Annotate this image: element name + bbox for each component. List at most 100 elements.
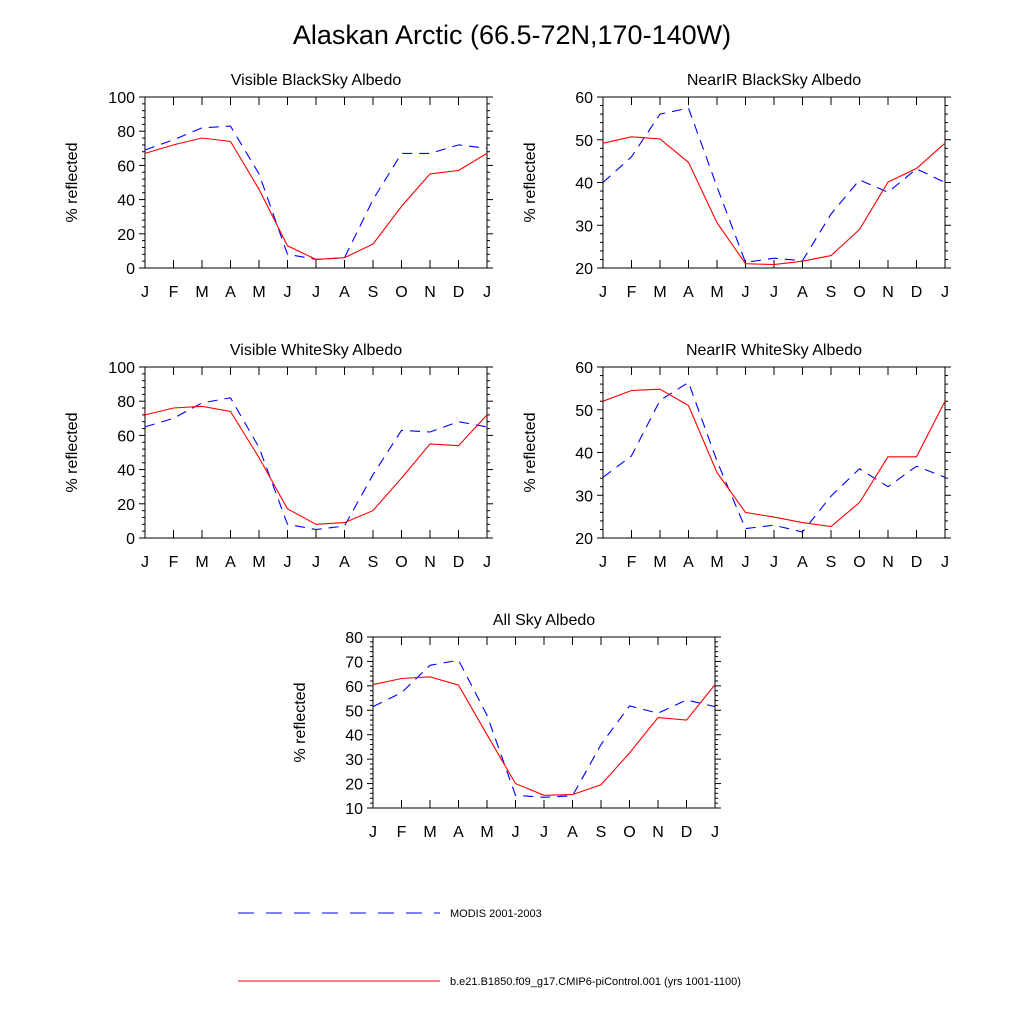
x-tick-label: J [284, 284, 292, 301]
panel-title: Visible BlackSky Albedo [231, 72, 402, 89]
x-tick-label: N [882, 284, 894, 301]
y-axis-label: % reflected [64, 142, 81, 222]
x-tick-label: J [141, 284, 149, 301]
y-axis-label: % reflected [64, 412, 81, 492]
panel-title: Visible WhiteSky Albedo [230, 342, 402, 359]
x-tick-label: O [623, 824, 635, 841]
x-tick-label: M [710, 284, 723, 301]
x-tick-label: O [853, 554, 865, 571]
series-line-modis [144, 125, 488, 260]
x-tick-label: N [882, 554, 894, 571]
y-tick-label: 0 [126, 261, 135, 278]
x-tick-label: A [797, 284, 808, 301]
x-tick-label: O [853, 284, 865, 301]
x-tick-label: J [284, 554, 292, 571]
x-tick-label: F [627, 284, 637, 301]
y-tick-label: 40 [575, 176, 593, 193]
series-line-modis [602, 381, 946, 533]
x-tick-label: D [453, 554, 465, 571]
x-tick-label: A [567, 824, 578, 841]
y-tick-label: 60 [117, 428, 135, 445]
y-tick-label: 20 [575, 531, 593, 548]
legend-label-modis: MODIS 2001-2003 [450, 908, 542, 920]
x-tick-label: D [453, 284, 465, 301]
x-tick-label: J [483, 554, 491, 571]
figure-title: Alaskan Arctic (66.5-72N,170-140W) [292, 20, 732, 50]
x-tick-label: M [195, 284, 208, 301]
y-tick-label: 40 [117, 193, 135, 210]
plot-frame [372, 636, 716, 809]
plot-frame [144, 96, 488, 269]
x-tick-label: J [941, 284, 949, 301]
y-tick-label: 80 [345, 630, 363, 647]
x-tick-label: D [911, 554, 923, 571]
x-tick-label: A [683, 284, 694, 301]
x-tick-label: A [225, 284, 236, 301]
y-tick-label: 30 [575, 488, 593, 505]
x-tick-label: N [424, 554, 436, 571]
y-axis-label: % reflected [292, 682, 309, 762]
x-tick-label: A [339, 284, 350, 301]
y-tick-label: 60 [575, 360, 593, 377]
y-tick-label: 70 [345, 654, 363, 671]
x-tick-label: J [312, 284, 320, 301]
panel-title: NearIR WhiteSky Albedo [686, 342, 862, 359]
x-tick-label: A [797, 554, 808, 571]
x-tick-label: M [423, 824, 436, 841]
series-line-model [602, 136, 946, 266]
series-line-modis [372, 659, 716, 798]
x-tick-label: S [368, 554, 379, 571]
x-tick-label: J [599, 284, 607, 301]
x-tick-label: F [397, 824, 407, 841]
y-tick-label: 20 [575, 261, 593, 278]
x-tick-label: J [483, 284, 491, 301]
x-tick-label: D [681, 824, 693, 841]
y-tick-label: 20 [117, 497, 135, 514]
y-tick-label: 50 [575, 133, 593, 150]
x-tick-label: F [169, 284, 179, 301]
x-tick-label: J [711, 824, 719, 841]
y-tick-label: 30 [575, 218, 593, 235]
x-tick-label: M [195, 554, 208, 571]
y-tick-label: 40 [117, 463, 135, 480]
series-line-model [602, 388, 946, 528]
panel-title: NearIR BlackSky Albedo [687, 72, 861, 89]
x-tick-label: O [395, 554, 407, 571]
x-tick-label: D [911, 284, 923, 301]
x-tick-label: F [169, 554, 179, 571]
x-tick-label: S [596, 824, 607, 841]
y-tick-label: 30 [345, 752, 363, 769]
y-axis-label: % reflected [522, 412, 539, 492]
series-line-modis [144, 397, 488, 531]
x-tick-label: M [653, 284, 666, 301]
x-tick-label: J [141, 554, 149, 571]
x-tick-label: S [826, 554, 837, 571]
series-line-model [144, 137, 488, 260]
x-tick-label: J [770, 554, 778, 571]
series-line-model [144, 405, 488, 525]
y-tick-label: 60 [575, 90, 593, 107]
y-tick-label: 20 [117, 227, 135, 244]
y-tick-label: 80 [117, 394, 135, 411]
x-tick-label: M [252, 554, 265, 571]
x-tick-label: M [480, 824, 493, 841]
x-tick-label: J [599, 554, 607, 571]
x-tick-label: O [395, 284, 407, 301]
x-tick-label: J [369, 824, 377, 841]
y-tick-label: 40 [345, 728, 363, 745]
legend: MODIS 2001-2003 b.e21.B1850.f09_g17.CMIP6… [238, 908, 741, 988]
y-tick-label: 0 [126, 531, 135, 548]
plot-frame [602, 96, 946, 269]
x-tick-label: A [683, 554, 694, 571]
x-tick-label: J [770, 284, 778, 301]
y-tick-label: 80 [117, 124, 135, 141]
series-line-modis [602, 107, 946, 264]
y-tick-label: 100 [108, 90, 135, 107]
y-tick-label: 10 [345, 801, 363, 818]
